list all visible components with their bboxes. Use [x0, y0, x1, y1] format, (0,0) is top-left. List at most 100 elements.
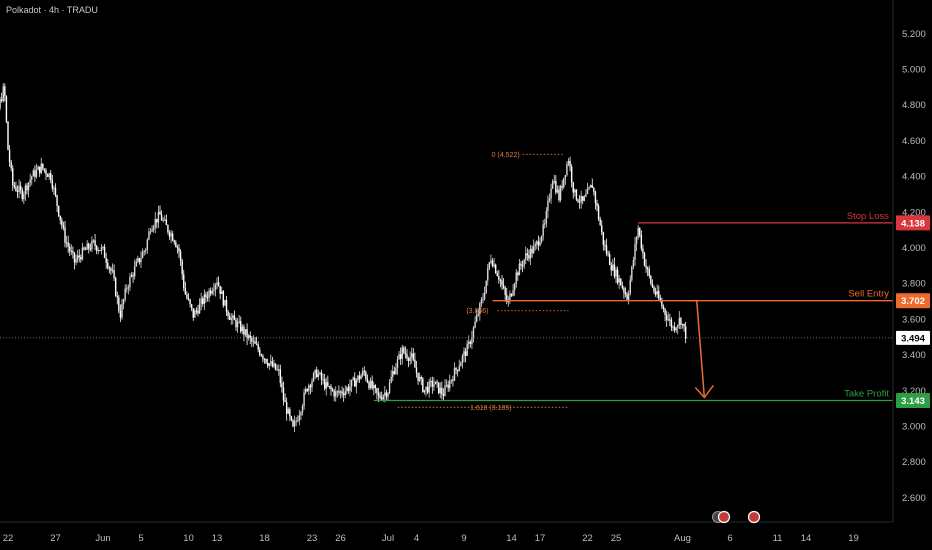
candle-body — [127, 287, 130, 289]
x-tick-label: 18 — [259, 533, 270, 544]
candle-body — [616, 269, 619, 283]
candle-body — [265, 358, 267, 363]
candle-body — [673, 326, 676, 331]
candle-body — [254, 341, 256, 344]
flag-icon[interactable] — [717, 510, 731, 524]
flag-icon[interactable] — [747, 510, 761, 524]
candle-body — [143, 250, 145, 253]
candle-body — [629, 279, 631, 294]
x-tick-label: 22 — [3, 533, 14, 544]
candle-body — [529, 248, 532, 259]
candle-body — [422, 378, 424, 392]
candle-body — [591, 185, 593, 188]
candle-body — [344, 391, 346, 396]
candle-body — [342, 393, 345, 396]
candle-body — [589, 185, 592, 188]
y-tick-label: 5.200 — [902, 29, 926, 40]
candles — [0, 82, 687, 433]
candle-body — [425, 386, 427, 390]
candle-body — [436, 381, 438, 383]
candle-body — [352, 377, 354, 380]
x-tick-label: 26 — [335, 533, 346, 544]
candle-body — [133, 266, 136, 277]
candle-body — [114, 278, 117, 296]
candle-body — [556, 189, 559, 193]
candle-body — [406, 354, 408, 359]
candle-body — [51, 180, 54, 189]
candle-body — [10, 162, 12, 169]
trade-level-value: 3.702 — [901, 296, 925, 307]
event-markers[interactable] — [712, 510, 761, 524]
candle-body — [187, 298, 190, 300]
candle-body — [531, 248, 533, 254]
candle-body — [146, 239, 149, 250]
candle-body — [50, 173, 52, 181]
candle-body — [221, 291, 223, 294]
candle-body — [439, 387, 441, 394]
candle-body — [411, 353, 413, 358]
candle-body — [268, 363, 270, 366]
candle-body — [48, 173, 50, 178]
candle-body — [236, 322, 239, 328]
x-tick-label: 11 — [773, 533, 783, 544]
candle-body — [270, 361, 272, 364]
y-tick-label: 4.200 — [902, 207, 926, 218]
candle-body — [513, 284, 516, 291]
candle-body — [62, 225, 65, 228]
chart-title: Polkadot · 4h · TRADU — [6, 5, 98, 15]
current-price-value: 3.494 — [901, 333, 925, 344]
candle-body — [173, 240, 175, 243]
candle-body — [292, 420, 294, 427]
candle-body — [99, 250, 101, 252]
candle-body — [518, 263, 521, 276]
candle-body — [197, 310, 199, 314]
candle-body — [189, 299, 191, 305]
candle-body — [249, 335, 251, 339]
candle-body — [559, 186, 562, 201]
candle-body — [195, 310, 198, 312]
candle-body — [678, 318, 681, 326]
price-axis[interactable]: 5.200 5.000 4.800 4.600 4.400 4.200 4.000 3.800… — [896, 29, 930, 504]
candle-body — [520, 263, 522, 266]
candle-body — [485, 280, 487, 293]
candle-body — [298, 415, 301, 421]
candle-body — [157, 211, 160, 223]
candle-body — [211, 291, 213, 294]
candle-body — [612, 264, 614, 271]
candle-body — [203, 294, 206, 304]
candle-body — [235, 320, 237, 328]
x-tick-label: 10 — [183, 533, 194, 544]
candle-body — [107, 262, 109, 268]
candle-body — [328, 386, 331, 388]
candle-body — [651, 283, 654, 288]
candle-body — [171, 233, 174, 241]
candle-body — [228, 316, 231, 320]
candle-body — [355, 380, 358, 387]
candle-body — [67, 242, 69, 247]
candle-body — [162, 219, 164, 221]
time-axis[interactable]: 22 27 Jun 5 10 13 18 23 26 Jul 4 9 14 17 22 25 Aug 6 11 14 1… — [3, 533, 859, 544]
candle-body — [141, 252, 144, 259]
candle-body — [654, 291, 657, 295]
candle-body — [635, 237, 638, 245]
x-tick-label: Jul — [382, 533, 394, 544]
candle-body — [583, 196, 586, 201]
candle-body — [56, 195, 58, 206]
fib-level-label: 0 (4.522) — [492, 152, 520, 159]
candle-body — [570, 166, 573, 183]
candle-body — [602, 231, 605, 245]
candle-body — [281, 382, 283, 388]
y-tick-label: 3.600 — [902, 314, 926, 325]
candle-body — [138, 258, 141, 263]
candle-body — [661, 301, 663, 307]
plot-area[interactable]: 0 (4.522) (3.646) 1.618 (3.105) Stop Loss Se… — [0, 82, 893, 433]
candle-body — [160, 214, 163, 221]
candle-body — [293, 421, 296, 427]
candle-body — [320, 372, 323, 380]
candle-body — [113, 270, 115, 279]
candle-body — [358, 375, 361, 380]
candle-body — [664, 308, 666, 315]
candle-body — [168, 232, 171, 237]
